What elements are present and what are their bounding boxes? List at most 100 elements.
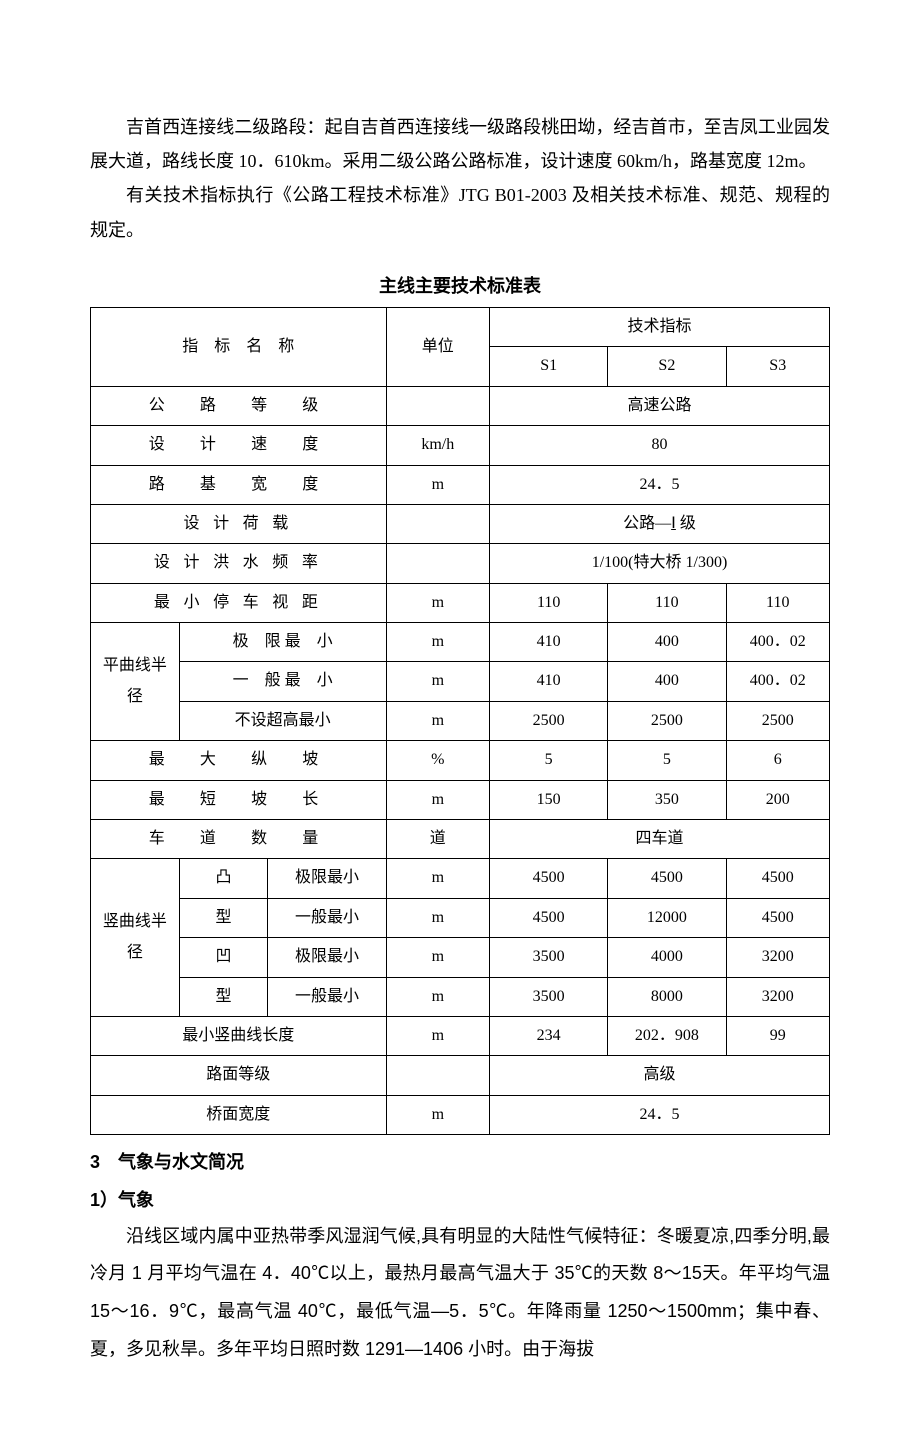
- cell-value: 24．5: [490, 1095, 830, 1134]
- table-title: 主线主要技术标准表: [90, 269, 830, 303]
- table-row: 不设超高最小 m 2500 2500 2500: [91, 701, 830, 740]
- table-row: 型 一般最小 m 3500 8000 3200: [91, 977, 830, 1016]
- intro-p2-b: JTG B01-2003: [459, 185, 572, 205]
- cell-unit: m: [386, 465, 489, 504]
- cell-unit: m: [386, 662, 489, 701]
- cell-value: 高速公路: [490, 386, 830, 425]
- cell-type: 凹: [179, 938, 268, 977]
- cell-s1: 3500: [490, 977, 608, 1016]
- section-3-sub1: 1）气象: [90, 1183, 830, 1217]
- cell-name: 设 计 荷 载: [91, 504, 387, 543]
- cell-unit: m: [386, 583, 489, 622]
- cell-s3: 110: [726, 583, 830, 622]
- cell-s1: 2500: [490, 701, 608, 740]
- cell-s3: 6: [726, 741, 830, 780]
- cell-unit: m: [386, 938, 489, 977]
- cell-unit: [386, 544, 489, 583]
- cell-s2: 12000: [608, 898, 726, 937]
- cell-unit: [386, 386, 489, 425]
- cell-s2: 350: [608, 780, 726, 819]
- cell-s1: 3500: [490, 938, 608, 977]
- table-header-row-1: 指 标 名 称 单位 技术指标: [91, 307, 830, 346]
- intro-paragraph-2: 有关技术指标执行《公路工程技术标准》JTG B01-2003 及相关技术标准、规…: [90, 178, 830, 246]
- cell-value: 四车道: [490, 820, 830, 859]
- intro-paragraph-1: 吉首西连接线二级路段：起自吉首西连接线一级路段桃田坳，经吉首市，至吉凤工业园发展…: [90, 110, 830, 178]
- cell-type: 型: [179, 977, 268, 1016]
- section-3-heading: 3 气象与水文简况: [90, 1145, 830, 1179]
- cell-unit: 道: [386, 820, 489, 859]
- cell-type: 凸: [179, 859, 268, 898]
- table-row: 车 道 数 量 道 四车道: [91, 820, 830, 859]
- cell-name: 不设超高最小: [179, 701, 386, 740]
- table-row: 一 般 最 小 m 410 400 400．02: [91, 662, 830, 701]
- cell-unit: m: [386, 701, 489, 740]
- cell-s2: 400: [608, 623, 726, 662]
- cell-s1: 410: [490, 662, 608, 701]
- cell-s3: 400．02: [726, 662, 830, 701]
- cell-value: 高级: [490, 1056, 830, 1095]
- cell-name: 设 计 速 度: [91, 426, 387, 465]
- cell-s2: 202．908: [608, 1016, 726, 1055]
- cell-s1: 4500: [490, 859, 608, 898]
- cell-name: 一 般 最 小: [179, 662, 386, 701]
- r4-post: 级: [676, 515, 696, 532]
- cell-s2: 2500: [608, 701, 726, 740]
- cell-unit: m: [386, 898, 489, 937]
- cell-name: 公 路 等 级: [91, 386, 387, 425]
- header-tech: 技术指标: [490, 307, 830, 346]
- group-horizontal-curve: 平曲线半径: [91, 623, 180, 741]
- header-s1: S1: [490, 347, 608, 386]
- cell-s2: 8000: [608, 977, 726, 1016]
- cell-s2: 4500: [608, 859, 726, 898]
- cell-value: 1/100(特大桥 1/300): [490, 544, 830, 583]
- cell-unit: m: [386, 1095, 489, 1134]
- cell-s2: 400: [608, 662, 726, 701]
- cell-type: 型: [179, 898, 268, 937]
- cell-s3: 3200: [726, 977, 830, 1016]
- table-row: 最小竖曲线长度 m 234 202．908 99: [91, 1016, 830, 1055]
- table-row: 设 计 速 度 km/h 80: [91, 426, 830, 465]
- table-row: 竖曲线半径 凸 极限最小 m 4500 4500 4500: [91, 859, 830, 898]
- cell-s1: 150: [490, 780, 608, 819]
- table-row: 凹 极限最小 m 3500 4000 3200: [91, 938, 830, 977]
- cell-unit: [386, 1056, 489, 1095]
- cell-s2: 4000: [608, 938, 726, 977]
- cell-unit: %: [386, 741, 489, 780]
- cell-unit: m: [386, 1016, 489, 1055]
- cell-s3: 4500: [726, 898, 830, 937]
- cell-s1: 110: [490, 583, 608, 622]
- table-row: 最 小 停 车 视 距 m 110 110 110: [91, 583, 830, 622]
- cell-s2: 110: [608, 583, 726, 622]
- cell-name: 极限最小: [268, 938, 386, 977]
- table-row: 最 大 纵 坡 % 5 5 6: [91, 741, 830, 780]
- cell-s1: 234: [490, 1016, 608, 1055]
- cell-s3: 400．02: [726, 623, 830, 662]
- cell-name: 极限最小: [268, 859, 386, 898]
- header-s2: S2: [608, 347, 726, 386]
- cell-name: 设 计 洪 水 频 率: [91, 544, 387, 583]
- table-row: 型 一般最小 m 4500 12000 4500: [91, 898, 830, 937]
- cell-name: 路 基 宽 度: [91, 465, 387, 504]
- cell-s3: 4500: [726, 859, 830, 898]
- cell-unit: m: [386, 977, 489, 1016]
- cell-name: 最小竖曲线长度: [91, 1016, 387, 1055]
- group-vertical-curve: 竖曲线半径: [91, 859, 180, 1017]
- table-row: 桥面宽度 m 24．5: [91, 1095, 830, 1134]
- cell-name: 桥面宽度: [91, 1095, 387, 1134]
- header-indicator: 指 标 名 称: [91, 307, 387, 386]
- cell-name: 极 限 最 小: [179, 623, 386, 662]
- table-row: 公 路 等 级 高速公路: [91, 386, 830, 425]
- header-s3: S3: [726, 347, 830, 386]
- document-page: 吉首西连接线二级路段：起自吉首西连接线一级路段桃田坳，经吉首市，至吉凤工业园发展…: [0, 0, 920, 1429]
- spec-table: 指 标 名 称 单位 技术指标 S1 S2 S3 公 路 等 级 高速公路 设 …: [90, 307, 830, 1135]
- cell-s1: 5: [490, 741, 608, 780]
- cell-name: 路面等级: [91, 1056, 387, 1095]
- cell-value: 80: [490, 426, 830, 465]
- table-row: 最 短 坡 长 m 150 350 200: [91, 780, 830, 819]
- table-row: 路 基 宽 度 m 24．5: [91, 465, 830, 504]
- cell-s3: 200: [726, 780, 830, 819]
- table-row: 路面等级 高级: [91, 1056, 830, 1095]
- cell-s3: 3200: [726, 938, 830, 977]
- intro-p2-a: 有关技术指标执行《公路工程技术标准》: [126, 185, 459, 205]
- table-row: 平曲线半径 极 限 最 小 m 410 400 400．02: [91, 623, 830, 662]
